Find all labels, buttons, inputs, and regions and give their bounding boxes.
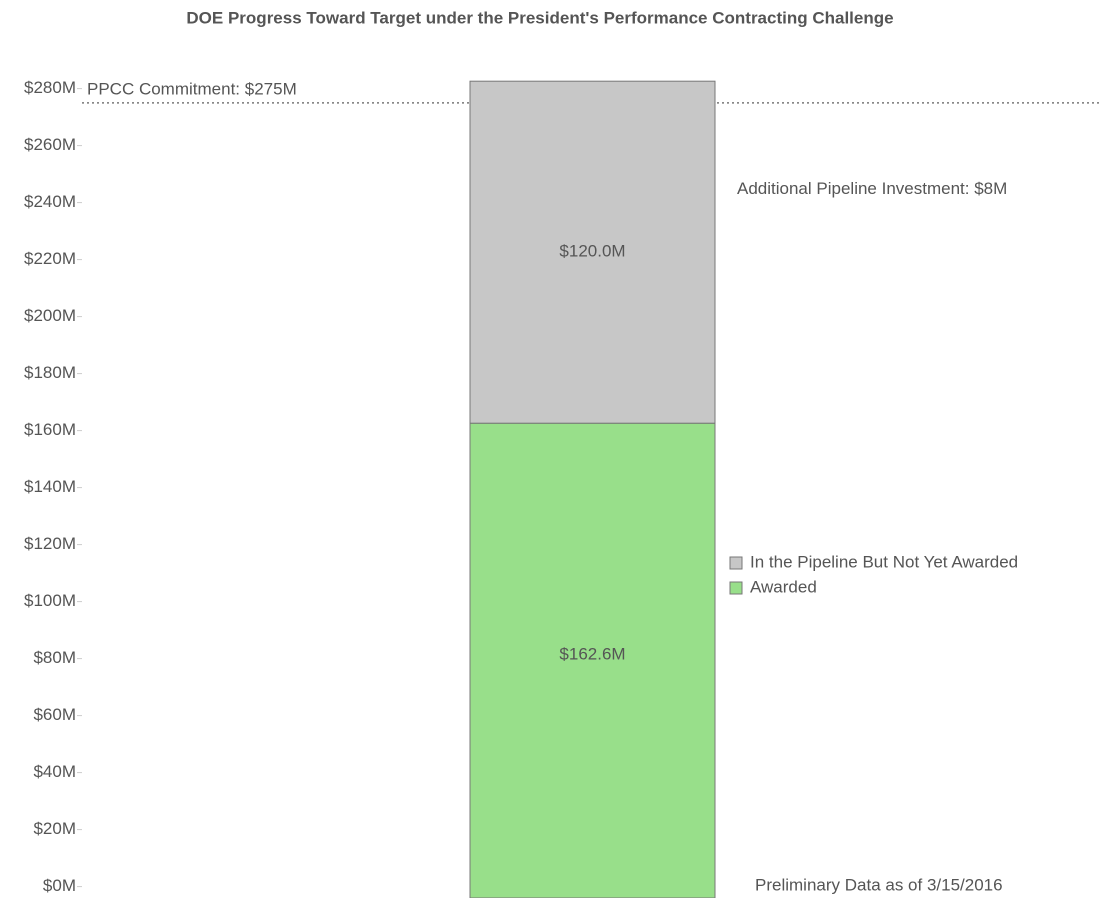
y-tick-label: $200M — [24, 306, 76, 325]
value-label: $120.0M — [559, 242, 625, 261]
y-tick-label: $100M — [24, 591, 76, 610]
bar-segment — [469, 80, 716, 424]
bar-segment — [469, 422, 716, 898]
y-tick-label: $280M — [24, 78, 76, 97]
y-tick-label: $80M — [33, 648, 76, 667]
reference-label: PPCC Commitment: $275M — [87, 79, 297, 98]
y-tick-label: $260M — [24, 135, 76, 154]
y-tick-label: $60M — [33, 705, 76, 724]
y-tick-label: $120M — [24, 534, 76, 553]
y-tick-label: $0M — [43, 876, 76, 895]
footnote: Preliminary Data as of 3/15/2016 — [755, 875, 1003, 894]
y-tick-label: $140M — [24, 477, 76, 496]
legend-swatch — [729, 556, 743, 570]
y-tick-label: $220M — [24, 249, 76, 268]
y-tick-label: $40M — [33, 762, 76, 781]
y-tick-label: $160M — [24, 420, 76, 439]
y-tick-label: $20M — [33, 819, 76, 838]
legend-label: Awarded — [750, 577, 817, 596]
value-label: $162.6M — [559, 644, 625, 663]
chart-title: DOE Progress Toward Target under the Pre… — [186, 8, 893, 27]
annotation: Additional Pipeline Investment: $8M — [737, 179, 1008, 198]
y-tick-label: $240M — [24, 192, 76, 211]
legend-label: In the Pipeline But Not Yet Awarded — [750, 552, 1018, 571]
legend-swatch — [729, 581, 743, 595]
y-tick-label: $180M — [24, 363, 76, 382]
